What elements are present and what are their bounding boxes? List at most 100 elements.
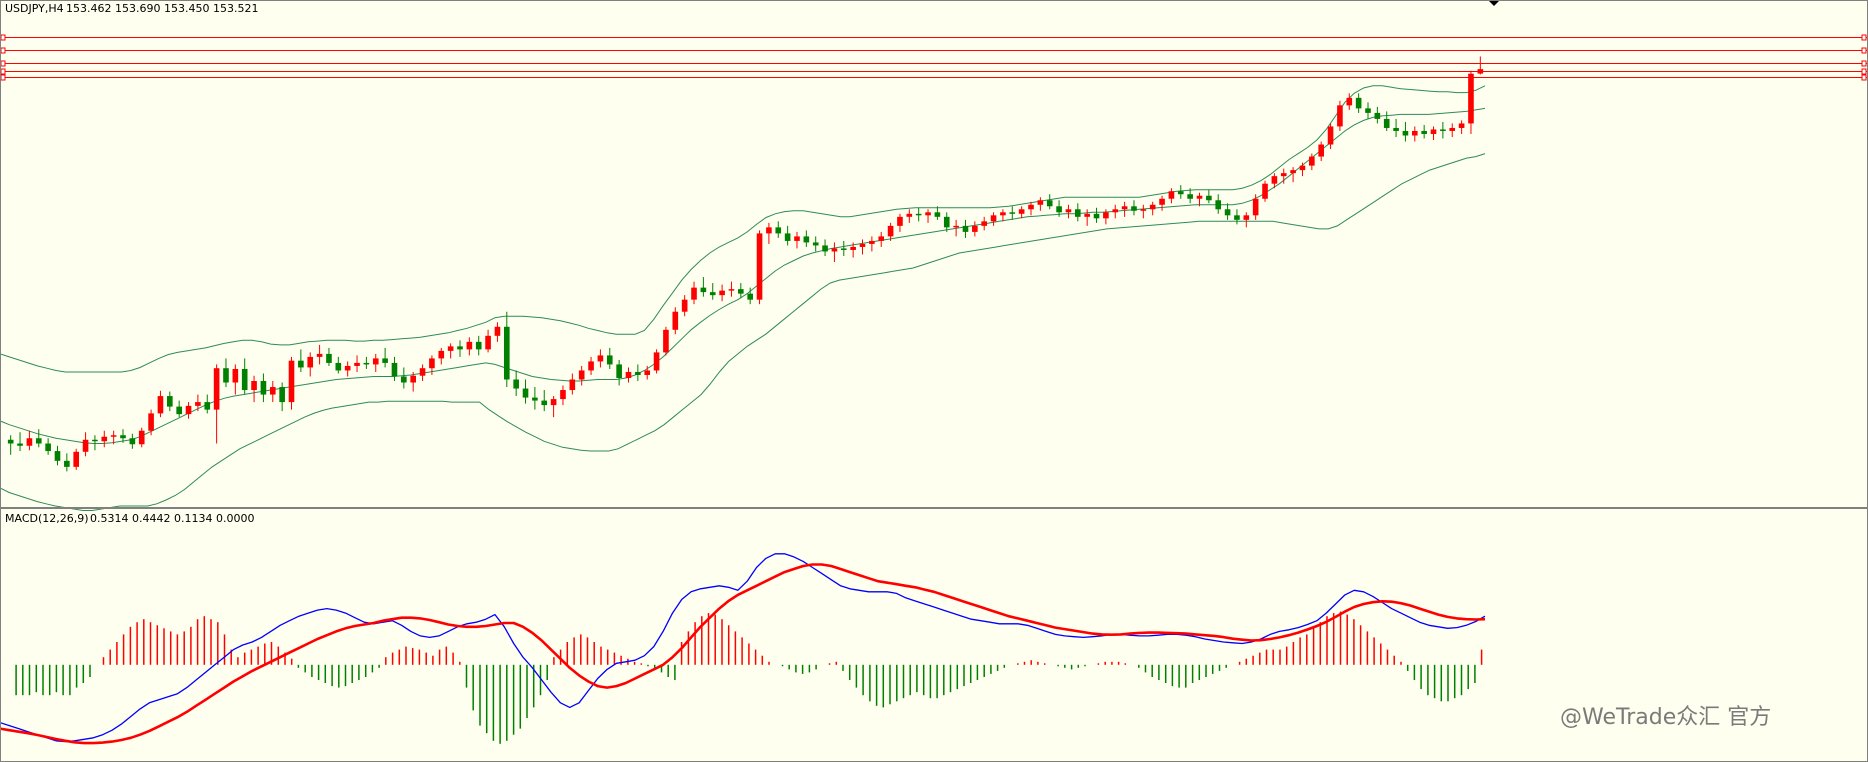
candle bbox=[232, 364, 239, 395]
candle bbox=[457, 340, 463, 357]
candle bbox=[794, 231, 800, 249]
candle bbox=[110, 430, 117, 445]
candle bbox=[1093, 207, 1100, 223]
candle bbox=[54, 445, 61, 466]
level-handle-right[interactable] bbox=[1861, 74, 1867, 81]
level-handle-left[interactable] bbox=[0, 74, 6, 81]
candle-body bbox=[1234, 215, 1240, 220]
candle bbox=[1000, 209, 1006, 222]
candle-body bbox=[1430, 129, 1437, 134]
candle bbox=[316, 344, 323, 365]
candle bbox=[1112, 204, 1119, 219]
candle-body bbox=[1440, 129, 1446, 131]
candle-body bbox=[223, 368, 229, 383]
candle bbox=[532, 387, 538, 410]
candle bbox=[335, 356, 342, 374]
candle bbox=[803, 230, 810, 247]
candle bbox=[1224, 203, 1231, 220]
level-handle-left[interactable] bbox=[0, 60, 6, 67]
candle-body bbox=[1318, 144, 1324, 157]
candle bbox=[279, 382, 285, 412]
chart-shift-marker-icon[interactable] bbox=[1488, 0, 1500, 6]
candle bbox=[1402, 121, 1409, 142]
candle-body bbox=[663, 329, 669, 353]
candle-body bbox=[54, 451, 61, 461]
candle bbox=[82, 432, 89, 457]
candle bbox=[1374, 106, 1381, 124]
candle bbox=[391, 356, 398, 382]
candle bbox=[653, 349, 660, 374]
candle bbox=[915, 207, 922, 222]
candle bbox=[990, 212, 997, 226]
candle bbox=[934, 206, 941, 220]
candle bbox=[129, 433, 136, 449]
candle bbox=[672, 307, 679, 335]
candle bbox=[494, 322, 501, 342]
candle-body bbox=[1477, 69, 1484, 74]
candle-body bbox=[990, 215, 997, 222]
candle-body bbox=[756, 233, 763, 300]
candle bbox=[1037, 197, 1044, 211]
level-handle-right[interactable] bbox=[1861, 47, 1867, 54]
candle bbox=[101, 430, 108, 448]
candle-body bbox=[522, 388, 529, 398]
candle-body bbox=[17, 443, 23, 446]
level-handle-left[interactable] bbox=[0, 34, 6, 41]
candle-body bbox=[672, 311, 679, 330]
candle-body bbox=[1018, 209, 1025, 214]
candle-body bbox=[747, 293, 753, 300]
bollinger-upper-line bbox=[0, 85, 1486, 373]
candle-body bbox=[1299, 165, 1306, 171]
candle-body bbox=[195, 402, 201, 406]
candle bbox=[663, 326, 669, 356]
candle-body bbox=[1449, 127, 1456, 131]
candle-body bbox=[1421, 130, 1427, 134]
candle-body bbox=[382, 358, 388, 363]
candle-body bbox=[45, 443, 51, 452]
candle bbox=[344, 361, 351, 377]
candle-body bbox=[1224, 209, 1231, 216]
macd-panel[interactable]: MACD(12,26,9) 0.5314 0.4442 0.1134 0.000… bbox=[0, 512, 1486, 745]
candle-body bbox=[1159, 198, 1165, 205]
candle-body bbox=[1177, 191, 1184, 195]
candle-body bbox=[410, 375, 417, 383]
candle bbox=[26, 430, 33, 451]
candle bbox=[1234, 209, 1240, 225]
candle-body bbox=[494, 326, 501, 336]
candle bbox=[213, 364, 220, 444]
candle-body bbox=[1112, 209, 1119, 213]
level-handle-right[interactable] bbox=[1861, 68, 1867, 75]
candle bbox=[1346, 93, 1353, 110]
level-handle-right[interactable] bbox=[1861, 60, 1867, 67]
candle-body bbox=[1084, 213, 1090, 217]
candle bbox=[822, 239, 828, 256]
candle bbox=[1187, 188, 1193, 204]
level-handle-left[interactable] bbox=[0, 47, 6, 54]
level-handle-right[interactable] bbox=[1861, 34, 1867, 41]
candle-body bbox=[466, 341, 473, 350]
candle bbox=[64, 453, 70, 472]
candle bbox=[1458, 120, 1465, 134]
candle-body bbox=[298, 360, 304, 368]
candle-body bbox=[1365, 108, 1371, 113]
candle bbox=[120, 429, 126, 443]
candle bbox=[1411, 126, 1418, 142]
candle bbox=[784, 225, 791, 246]
candle-body bbox=[429, 358, 435, 369]
candle-body bbox=[1374, 112, 1381, 119]
level-handle-left[interactable] bbox=[0, 68, 6, 75]
candle-body bbox=[1056, 206, 1062, 213]
candle bbox=[1028, 201, 1034, 216]
candle-body bbox=[569, 379, 576, 391]
candle-body bbox=[775, 227, 782, 234]
price-panel[interactable]: USDJPY,H4 153.462 153.690 153.450 153.52… bbox=[0, 0, 1868, 511]
candle-body bbox=[700, 287, 707, 293]
candle-body bbox=[401, 376, 407, 383]
candle-body bbox=[316, 353, 323, 357]
candle-body bbox=[110, 435, 117, 437]
candle bbox=[550, 396, 557, 418]
candle bbox=[1440, 121, 1446, 139]
bollinger-lower-line bbox=[0, 153, 1486, 511]
